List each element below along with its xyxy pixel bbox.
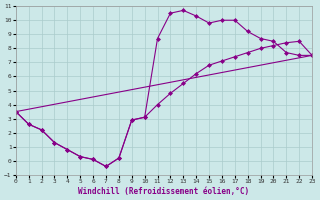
X-axis label: Windchill (Refroidissement éolien,°C): Windchill (Refroidissement éolien,°C) [78, 187, 250, 196]
